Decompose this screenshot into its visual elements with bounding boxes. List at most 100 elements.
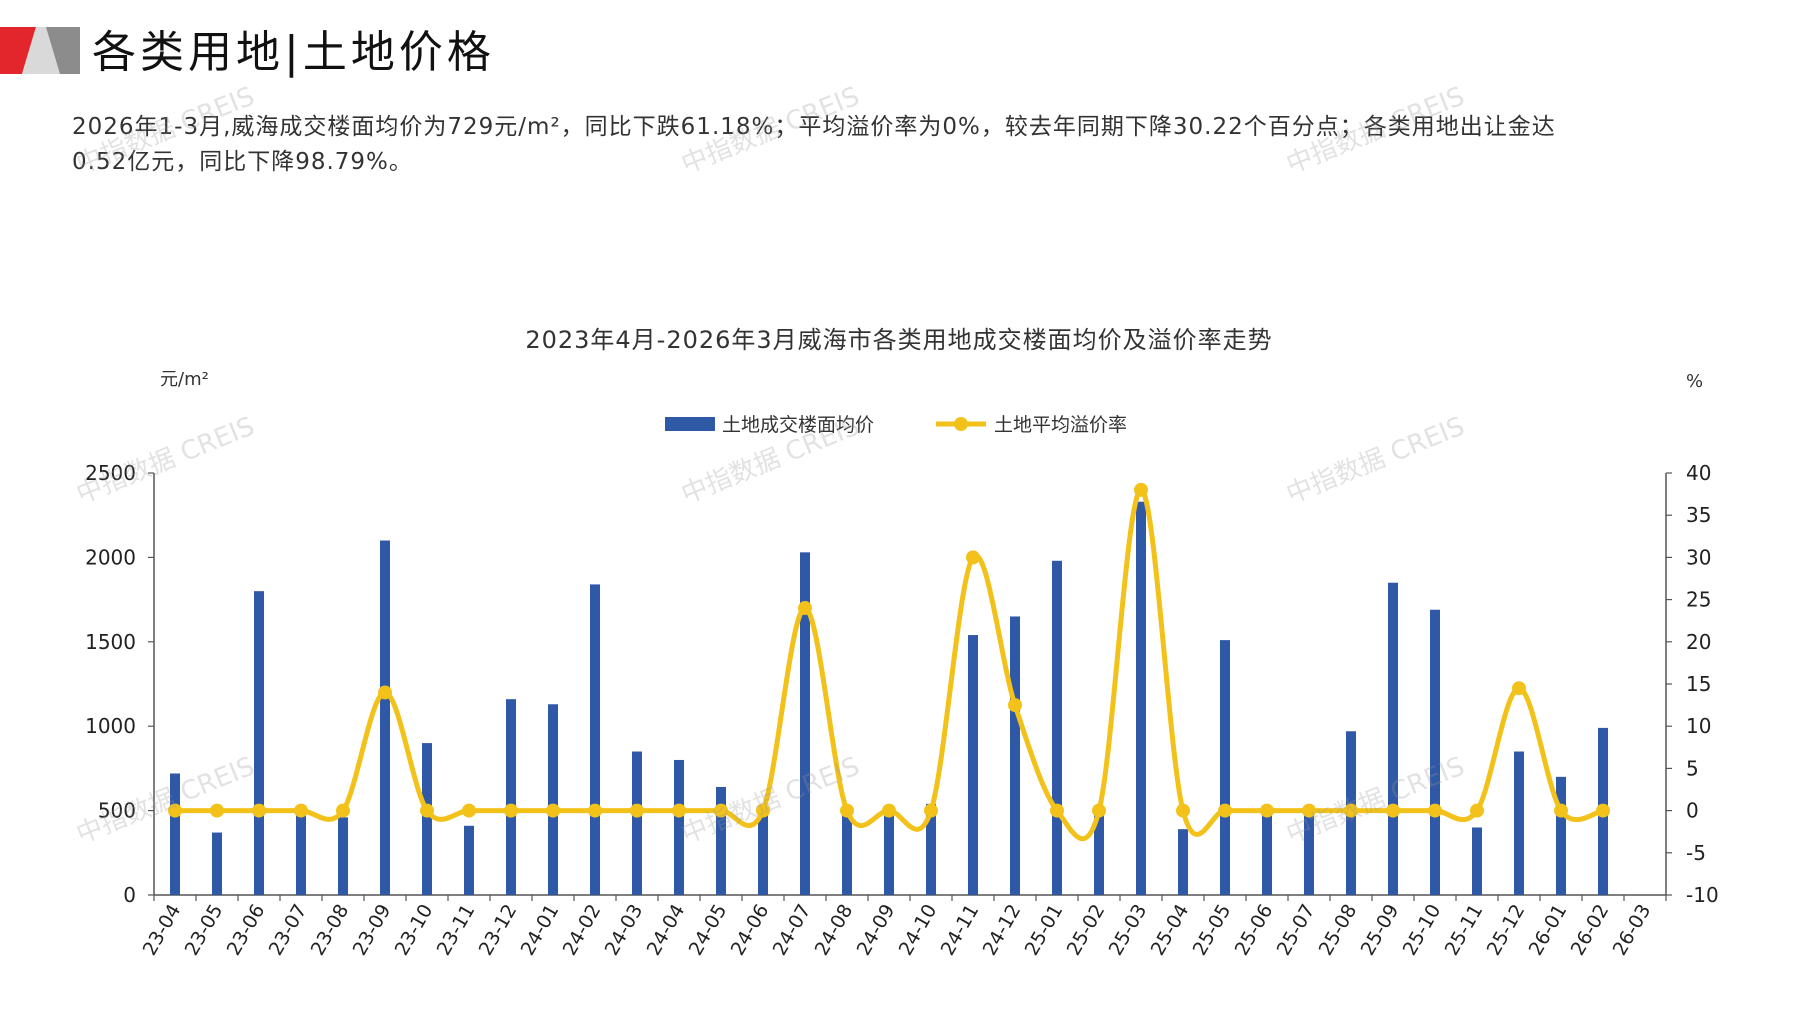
bar	[1010, 616, 1020, 895]
premium-rate-point	[756, 803, 770, 818]
x-tick-label: 25-05	[1189, 901, 1236, 960]
y-left-tick-label: 2500	[85, 461, 136, 485]
premium-rate-point	[1176, 803, 1190, 818]
bar	[1472, 827, 1482, 895]
premium-rate-point	[252, 803, 266, 818]
premium-rate-point	[546, 803, 560, 818]
x-tick-label: 23-12	[475, 901, 522, 960]
x-tick-label: 24-08	[811, 901, 858, 960]
premium-rate-point	[294, 803, 308, 818]
x-tick-label: 24-07	[769, 901, 816, 960]
bar	[842, 812, 852, 895]
summary-text: 2026年1-3月,威海成交楼面均价为729元/m²，同比下跌61.18%；平均…	[72, 110, 1732, 180]
premium-rate-point	[924, 803, 938, 818]
bar	[506, 699, 516, 895]
bar	[254, 591, 264, 895]
x-tick-label: 23-08	[307, 901, 354, 960]
x-tick-label: 23-07	[265, 901, 312, 960]
y-left-tick-label: 2000	[85, 545, 136, 569]
brand-logo	[0, 27, 80, 74]
x-tick-label: 25-07	[1273, 901, 1320, 960]
premium-rate-point	[1386, 803, 1400, 818]
y-right-tick-label: 20	[1686, 630, 1711, 654]
bar	[1556, 776, 1566, 895]
premium-rate-point	[1092, 803, 1106, 818]
y-right-tick-label: 15	[1686, 672, 1711, 696]
legend-marker-line	[954, 417, 968, 431]
y-left-unit: 元/m²	[160, 369, 209, 390]
x-tick-label: 23-11	[433, 901, 480, 960]
y-right-tick-label: 10	[1686, 714, 1711, 738]
bar	[800, 552, 810, 895]
bar	[590, 584, 600, 895]
x-tick-label: 24-04	[643, 901, 690, 960]
x-tick-label: 24-12	[979, 901, 1026, 960]
y-right-tick-label: -5	[1686, 841, 1706, 865]
bar	[1304, 813, 1314, 895]
premium-rate-point	[462, 803, 476, 818]
premium-rate-point	[1260, 803, 1274, 818]
bar	[1430, 609, 1440, 895]
bar	[464, 825, 474, 895]
x-tick-label: 25-04	[1147, 901, 1194, 960]
premium-rate-point	[1428, 803, 1442, 818]
x-tick-label: 26-03	[1609, 901, 1656, 960]
x-tick-label: 23-06	[223, 901, 270, 960]
x-tick-label: 24-03	[601, 901, 648, 960]
premium-rate-point	[798, 601, 812, 616]
premium-rate-point	[1008, 698, 1022, 713]
bar	[758, 812, 768, 895]
bar	[338, 817, 348, 895]
x-tick-label: 25-11	[1441, 901, 1488, 960]
x-tick-label: 24-02	[559, 901, 606, 960]
premium-rate-line	[175, 487, 1604, 842]
premium-rate-point	[1596, 803, 1610, 818]
logo-gray-shape	[40, 27, 80, 74]
x-tick-label: 23-10	[391, 901, 438, 960]
legend-label-line: 土地平均溢价率	[994, 414, 1127, 436]
premium-rate-point	[1050, 803, 1064, 818]
premium-rate-point	[882, 803, 896, 818]
bar	[212, 832, 222, 895]
y-left-tick-label: 1500	[85, 630, 136, 654]
x-tick-label: 26-01	[1525, 901, 1572, 960]
x-tick-label: 23-09	[349, 901, 396, 960]
y-right-unit: %	[1686, 371, 1703, 392]
bar	[170, 773, 180, 895]
premium-rate-point	[1470, 803, 1484, 818]
legend-label-bar: 土地成交楼面均价	[722, 414, 874, 436]
bar	[1388, 582, 1398, 895]
y-right-tick-label: 25	[1686, 588, 1711, 612]
y-right-tick-label: 0	[1686, 799, 1699, 823]
legend-swatch-bar	[665, 417, 715, 431]
bar	[548, 704, 558, 895]
bar	[422, 743, 432, 895]
premium-rate-point	[504, 803, 518, 818]
bar	[884, 810, 894, 895]
premium-rate-point	[840, 803, 854, 818]
y-right-tick-label: -10	[1686, 883, 1719, 907]
premium-rate-point	[966, 550, 980, 565]
premium-rate-point	[420, 803, 434, 818]
y-right-tick-label: 30	[1686, 545, 1711, 569]
bar	[296, 810, 306, 895]
x-tick-label: 24-06	[727, 901, 774, 960]
chart-title: 2023年4月-2026年3月威海市各类用地成交楼面均价及溢价率走势	[525, 326, 1272, 354]
bar	[1220, 640, 1230, 895]
y-left-tick-label: 500	[98, 799, 136, 823]
x-tick-label: 25-03	[1105, 901, 1152, 960]
y-left-tick-label: 1000	[85, 714, 136, 738]
x-tick-label: 24-11	[937, 901, 984, 960]
premium-rate-point	[1512, 681, 1526, 696]
logo-light-shape	[22, 27, 60, 74]
logo-red-shape	[0, 27, 36, 74]
summary-line-1: 2026年1-3月,威海成交楼面均价为729元/m²，同比下跌61.18%；平均…	[72, 114, 1556, 140]
premium-rate-point	[1554, 803, 1568, 818]
bar	[632, 751, 642, 895]
premium-rate-point	[630, 803, 644, 818]
bar	[1178, 829, 1188, 895]
x-tick-label: 25-02	[1063, 901, 1110, 960]
x-tick-label: 23-05	[181, 901, 228, 960]
x-tick-label: 26-02	[1567, 901, 1614, 960]
